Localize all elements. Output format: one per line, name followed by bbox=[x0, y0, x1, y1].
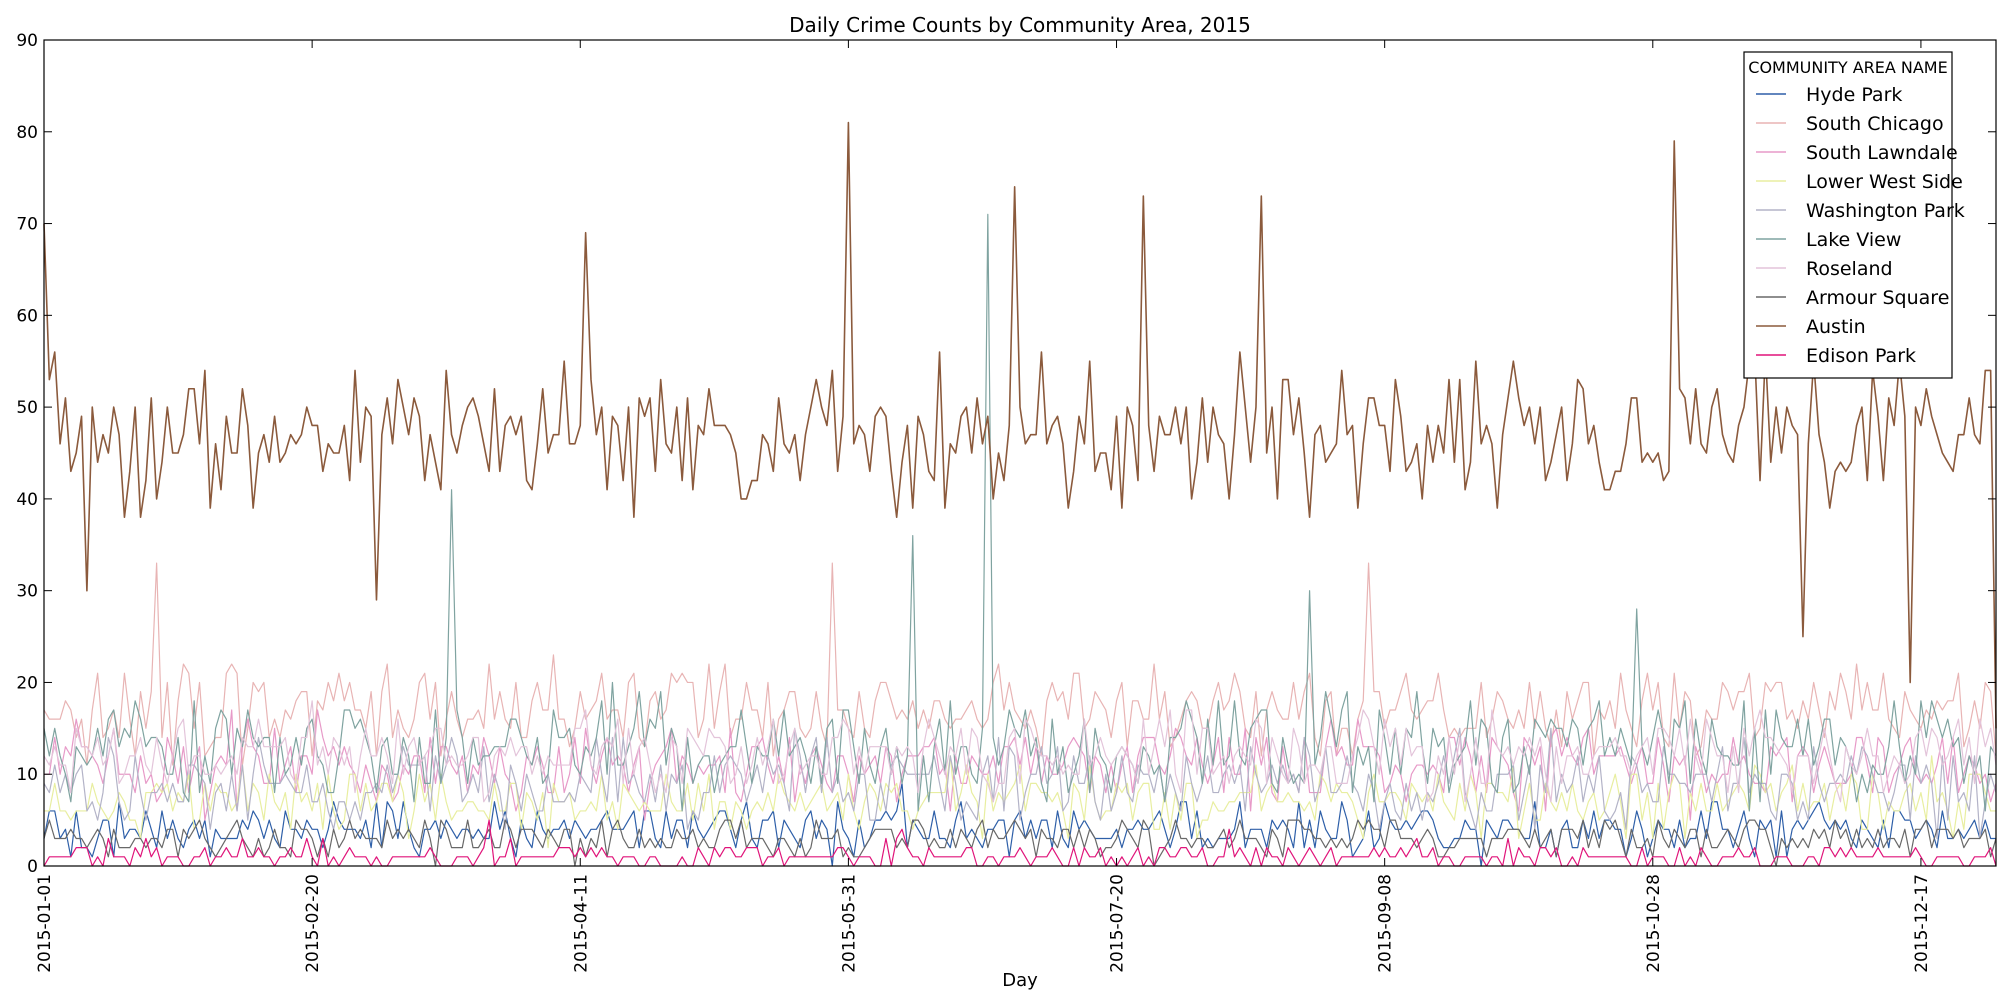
x-tick-label: 2015-09-08 bbox=[1376, 874, 1396, 973]
x-axis-title: Day bbox=[1002, 970, 1038, 991]
x-axis: 2015-01-01 2015-02-20 2015-04-11 2015-05-31… bbox=[35, 40, 1932, 973]
plot-frame bbox=[43, 39, 1997, 867]
legend-label: Edison Park bbox=[1806, 345, 1916, 367]
series-line-south-chicago bbox=[43, 562, 1997, 766]
legend-label: South Lawndale bbox=[1806, 142, 1958, 164]
x-tick-label: 2015-10-28 bbox=[1644, 874, 1664, 973]
y-tick-label: 80 bbox=[16, 123, 38, 143]
plot-area bbox=[43, 121, 1997, 867]
legend-title: COMMUNITY AREA NAME bbox=[1748, 58, 1947, 77]
series-line-washington-park bbox=[43, 727, 1997, 840]
y-axis: 0 10 20 30 40 50 60 70 80 90 bbox=[16, 31, 1996, 877]
y-tick-label: 10 bbox=[16, 765, 38, 785]
series-line-armour-square bbox=[43, 819, 1997, 867]
y-tick-label: 20 bbox=[16, 673, 38, 693]
y-tick-label: 30 bbox=[16, 582, 38, 602]
legend-label: Hyde Park bbox=[1806, 84, 1902, 106]
y-tick-label: 0 bbox=[27, 857, 38, 877]
y-tick-label: 50 bbox=[16, 398, 38, 418]
series-line-roseland bbox=[43, 700, 1997, 803]
series-line-austin bbox=[43, 121, 1997, 729]
y-tick-label: 90 bbox=[16, 31, 38, 51]
x-tick-label: 2015-02-20 bbox=[303, 874, 323, 973]
x-tick-label: 2015-05-31 bbox=[839, 874, 859, 973]
legend-label: Roseland bbox=[1806, 258, 1893, 280]
chart-title: Daily Crime Counts by Community Area, 20… bbox=[789, 13, 1251, 37]
legend-label: Lake View bbox=[1806, 229, 1901, 251]
x-tick-label: 2015-01-01 bbox=[35, 874, 55, 973]
legend-label: Lower West Side bbox=[1806, 171, 1963, 193]
y-tick-label: 70 bbox=[16, 215, 38, 235]
legend-label: South Chicago bbox=[1806, 113, 1944, 135]
legend-label: Washington Park bbox=[1806, 200, 1965, 222]
x-tick-label: 2015-04-11 bbox=[571, 874, 591, 973]
series-line-lower-west-side bbox=[44, 755, 1996, 849]
x-tick-label: 2015-07-20 bbox=[1108, 874, 1128, 973]
legend-label: Austin bbox=[1806, 316, 1866, 338]
legend-box bbox=[1743, 51, 1953, 379]
legend: COMMUNITY AREA NAME Hyde Park South Chica… bbox=[1743, 51, 1965, 379]
y-tick-label: 60 bbox=[16, 306, 38, 326]
y-tick-label: 40 bbox=[16, 490, 38, 510]
legend-label: Armour Square bbox=[1806, 287, 1949, 309]
series-line-lake-view bbox=[43, 213, 1997, 812]
x-tick-label: 2015-12-17 bbox=[1912, 874, 1932, 973]
